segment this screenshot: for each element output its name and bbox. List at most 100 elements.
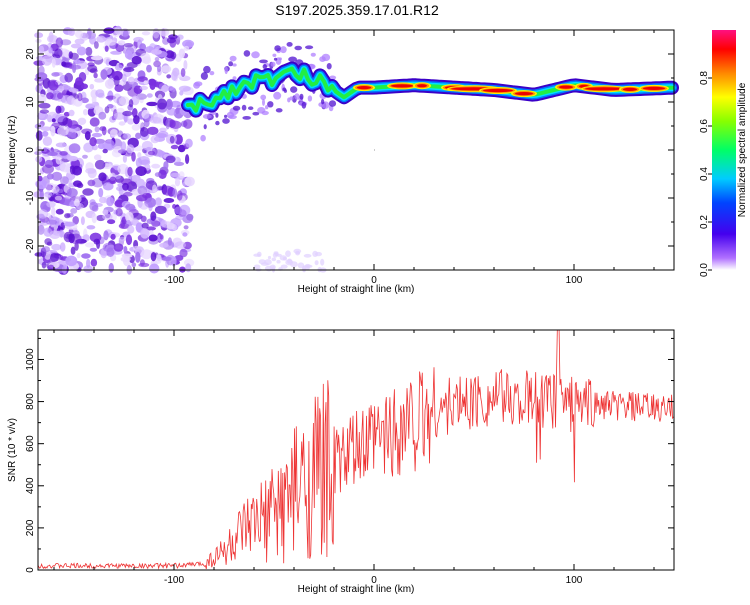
noise-blob <box>174 206 183 215</box>
noise-blob <box>54 48 63 59</box>
snr-marks <box>37 329 674 570</box>
noise-blob <box>86 225 96 230</box>
noise-blob <box>64 213 71 219</box>
y-tick-label: 0 <box>25 567 36 573</box>
noise-blob <box>63 111 70 117</box>
noise-blob <box>35 72 48 81</box>
noise-blob <box>77 92 83 102</box>
noise-blob <box>35 156 43 163</box>
noise-blob <box>96 35 106 43</box>
noise-blob <box>170 51 177 60</box>
noise-blob <box>297 262 305 269</box>
noise-blob <box>124 50 133 60</box>
noise-blob <box>159 234 164 240</box>
noise-blob <box>37 224 45 235</box>
noise-blob <box>118 236 128 242</box>
noise-blob <box>155 197 162 206</box>
noise-blob <box>102 209 109 215</box>
ridge-hotspot <box>585 87 623 91</box>
noise-blob <box>135 166 147 177</box>
noise-blob <box>125 203 136 211</box>
noise-blob <box>109 116 117 123</box>
noise-blob <box>91 95 97 104</box>
x-tick-label: 0 <box>371 275 377 286</box>
noise-blob <box>118 96 130 106</box>
y-tick-label: 0 <box>25 147 36 153</box>
noise-blob <box>67 155 79 162</box>
noise-blob <box>69 165 76 175</box>
noise-blob <box>290 86 298 93</box>
noise-blob <box>91 213 98 224</box>
noise-blob <box>122 154 127 163</box>
noise-blob <box>94 126 100 133</box>
noise-blob <box>286 42 293 47</box>
snr-x-label: Height of straight line (km) <box>298 584 415 595</box>
noise-blob <box>135 251 141 263</box>
noise-blob <box>122 182 129 191</box>
y-tick-label: 200 <box>25 519 36 536</box>
y-tick-label: 20 <box>25 48 36 60</box>
noise-blob <box>106 247 115 257</box>
noise-blob <box>146 226 157 231</box>
noise-blob <box>260 94 267 101</box>
noise-blob <box>146 101 158 107</box>
noise-blob <box>76 252 81 259</box>
noise-blob <box>120 141 127 152</box>
noise-blob <box>41 55 53 66</box>
spectrogram-y-label: Frequency (Hz) <box>7 116 18 185</box>
noise-blob <box>69 52 79 60</box>
noise-blob <box>68 88 79 93</box>
noise-blob <box>51 118 56 123</box>
noise-blob <box>278 57 282 61</box>
ridge-hotspot <box>643 86 665 90</box>
noise-blob <box>89 117 100 127</box>
noise-blob <box>228 61 234 67</box>
noise-blob <box>280 46 287 54</box>
noise-blob <box>51 206 56 217</box>
noise-blob <box>183 60 188 70</box>
noise-blob <box>148 234 158 242</box>
noise-blob <box>149 116 162 124</box>
noise-blob <box>200 72 208 80</box>
noise-blob <box>104 139 115 151</box>
noise-blob <box>55 156 62 165</box>
noise-blob <box>146 64 152 73</box>
noise-blob <box>229 55 237 62</box>
noise-blob <box>77 117 87 126</box>
noise-blob <box>154 172 161 178</box>
noise-blob <box>103 230 109 241</box>
noise-blob <box>163 198 175 203</box>
noise-blob <box>68 233 75 244</box>
noise-blob <box>127 118 135 125</box>
noise-blob <box>57 126 69 137</box>
noise-blob <box>270 61 276 67</box>
noise-blob <box>46 201 56 208</box>
noise-blob <box>68 143 81 154</box>
noise-blob <box>135 132 142 139</box>
y-tick-label: 600 <box>25 435 36 452</box>
noise-blob <box>161 65 172 73</box>
noise-blob <box>154 205 167 215</box>
noise-blob <box>76 202 84 210</box>
y-tick-label: 400 <box>25 477 36 494</box>
noise-blob <box>120 256 131 262</box>
noise-blob <box>232 63 237 67</box>
noise-blob <box>326 62 332 70</box>
noise-blob <box>142 193 152 199</box>
noise-blob <box>141 31 151 36</box>
noise-blob <box>80 216 85 226</box>
noise-blob <box>115 208 123 217</box>
noise-blob <box>113 243 124 252</box>
noise-blob <box>183 225 189 230</box>
noise-blob <box>89 35 97 45</box>
noise-blob <box>47 151 58 156</box>
noise-blob <box>42 147 48 153</box>
noise-blob <box>171 256 177 267</box>
noise-blob <box>48 31 54 43</box>
noise-blob <box>123 246 128 254</box>
noise-blob <box>41 130 49 137</box>
noise-blob <box>120 219 126 229</box>
noise-blob <box>51 171 63 181</box>
noise-blob <box>150 252 157 262</box>
noise-blob <box>232 76 237 81</box>
